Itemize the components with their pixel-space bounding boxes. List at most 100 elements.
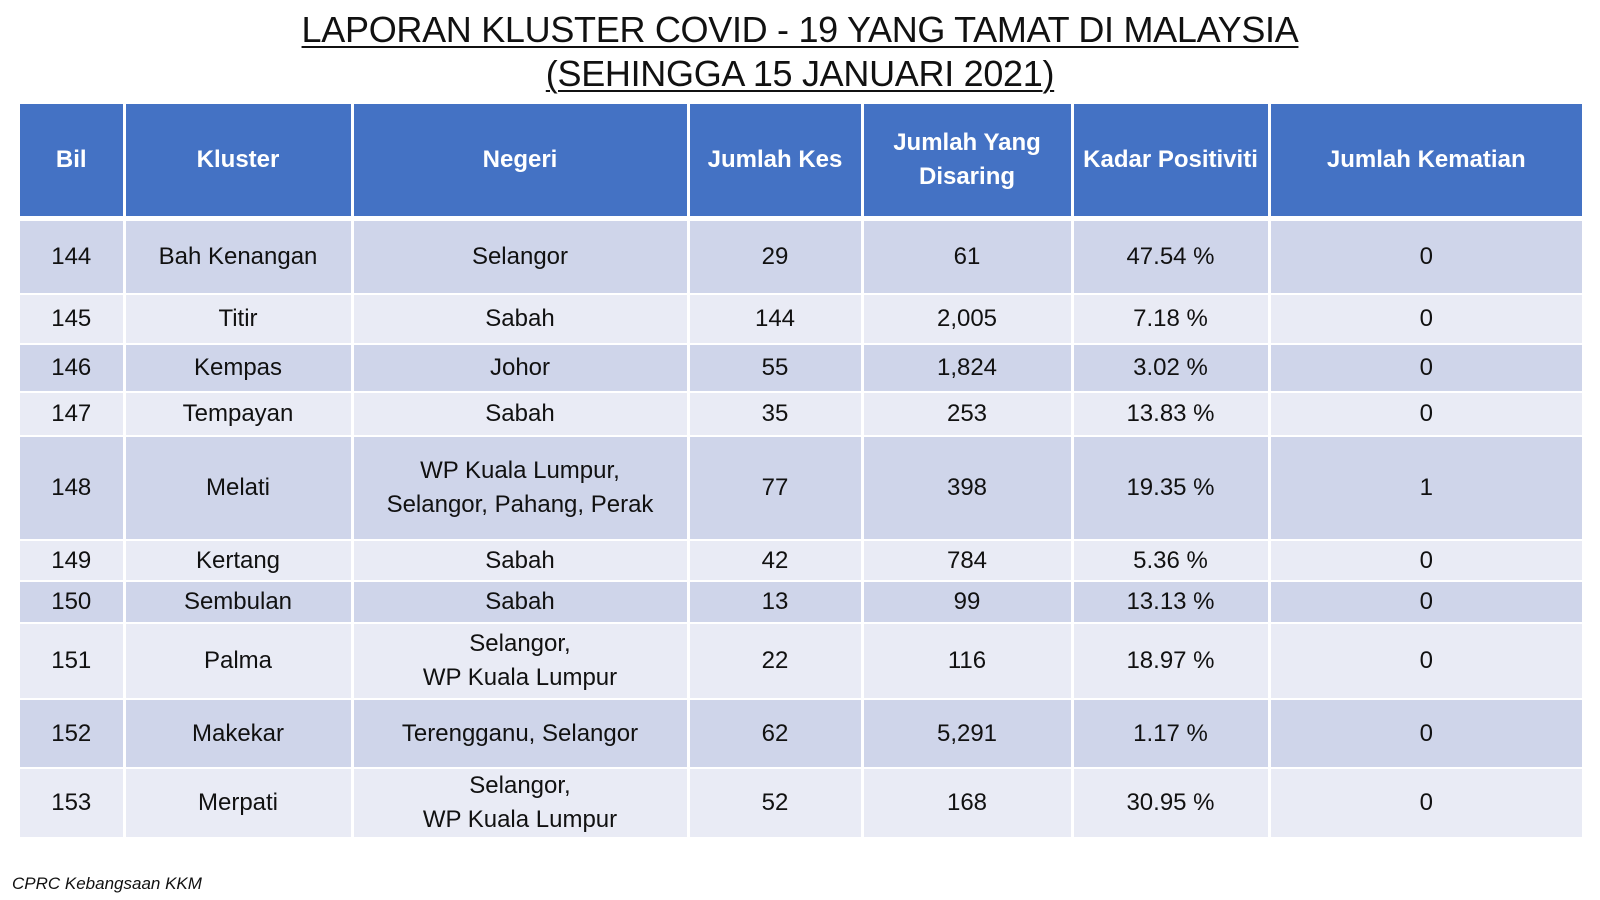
cell-negeri: Sabah	[350, 391, 690, 437]
cell-kluster: Palma	[122, 622, 354, 700]
negeri-line-1: Sabah	[485, 546, 555, 574]
cell-jumlah-kes: 77	[686, 435, 864, 541]
cell-jumlah-disaring: 253	[860, 391, 1074, 437]
table-row: 145 Titir Sabah 144 2,005 7.18 % 0	[20, 293, 1582, 345]
cell-kluster: Sembulan	[122, 580, 354, 624]
table-row: 144 Bah Kenangan Selangor 29 61 47.54 % 0	[20, 217, 1582, 295]
negeri-line-2: WP Kuala Lumpur	[422, 806, 618, 833]
title-line-2: (SEHINGGA 15 JANUARI 2021)	[545, 53, 1055, 94]
negeri-line-2: Selangor, Pahang, Perak	[386, 491, 654, 518]
header-jumlah-kematian: Jumlah Kematian	[1267, 104, 1582, 221]
cell-jumlah-disaring: 2,005	[860, 293, 1074, 345]
negeri-line-1: Johor	[489, 354, 551, 381]
table-row: 148 Melati WP Kuala Lumpur, Selangor, Pahan…	[20, 435, 1582, 541]
cell-kluster: Merpati	[122, 767, 354, 839]
negeri-line-1: Sabah	[485, 305, 555, 332]
table-row: 150 Sembulan Sabah 13 99 13.13 % 0	[20, 580, 1582, 624]
cell-jumlah-disaring: 1,824	[860, 343, 1074, 393]
source-footnote: CPRC Kebangsaan KKM	[12, 874, 202, 893]
cell-jumlah-kematian: 0	[1267, 391, 1582, 437]
cell-kadar-positiviti: 7.18 %	[1070, 293, 1271, 345]
cell-negeri: Sabah	[350, 539, 690, 582]
cell-jumlah-kes: 42	[686, 539, 864, 582]
cell-kluster: Bah Kenangan	[122, 217, 354, 295]
cell-kluster: Melati	[122, 435, 354, 541]
cell-jumlah-kes: 22	[686, 622, 864, 700]
table-row: 149 Kertang Sabah 42 784 5.36 % 0	[20, 539, 1582, 582]
cell-bil: 144	[20, 217, 126, 295]
cell-kluster: Makekar	[122, 698, 354, 769]
cell-kadar-positiviti: 13.13 %	[1070, 580, 1271, 624]
cell-jumlah-disaring: 784	[860, 539, 1074, 582]
cell-kadar-positiviti: 3.02 %	[1070, 343, 1271, 393]
cell-bil: 146	[20, 343, 126, 393]
cell-bil: 153	[20, 767, 126, 839]
cell-kluster: Kertang	[122, 539, 354, 582]
cell-bil: 151	[20, 622, 126, 700]
header-negeri: Negeri	[350, 104, 690, 221]
cell-negeri: Selangor	[350, 217, 690, 295]
cell-bil: 145	[20, 293, 126, 345]
report-title: LAPORAN KLUSTER COVID - 19 YANG TAMAT DI…	[0, 8, 1600, 96]
negeri-line-2: WP Kuala Lumpur	[422, 664, 618, 691]
cell-jumlah-disaring: 61	[860, 217, 1074, 295]
title-line-1: LAPORAN KLUSTER COVID - 19 YANG TAMAT DI…	[301, 9, 1299, 50]
cell-jumlah-kematian: 1	[1267, 435, 1582, 541]
cell-bil: 147	[20, 391, 126, 437]
cell-kluster: Tempayan	[122, 391, 354, 437]
cell-negeri: Sabah	[350, 293, 690, 345]
cell-jumlah-kes: 52	[686, 767, 864, 839]
cell-jumlah-kes: 13	[686, 580, 864, 624]
cell-kluster: Titir	[122, 293, 354, 345]
header-jumlah-disaring: Jumlah Yang Disaring	[860, 104, 1074, 221]
negeri-line-1: Selangor,	[469, 772, 571, 799]
cell-negeri: Johor	[350, 343, 690, 393]
cell-negeri: Terengganu, Selangor	[350, 698, 690, 769]
table-row: 152 Makekar Terengganu, Selangor 62 5,291 1.1…	[20, 698, 1582, 769]
cell-jumlah-disaring: 116	[860, 622, 1074, 700]
cell-bil: 152	[20, 698, 126, 769]
table-row: 153 Merpati Selangor, WP Kuala Lumpur 52 168 3…	[20, 767, 1582, 839]
cell-jumlah-kematian: 0	[1267, 698, 1582, 769]
cell-jumlah-kes: 35	[686, 391, 864, 437]
table-header-row: Bil Kluster Negeri Jumlah Kes Jumlah Yan…	[20, 104, 1582, 221]
negeri-line-1: Selangor,	[469, 630, 571, 657]
negeri-line-1: Terengganu, Selangor	[401, 719, 639, 747]
header-bil: Bil	[20, 104, 126, 221]
cell-bil: 149	[20, 539, 126, 582]
header-kadar-positiviti: Kadar Positiviti	[1070, 104, 1271, 221]
cell-jumlah-kes: 144	[686, 293, 864, 345]
cell-bil: 148	[20, 435, 126, 541]
table-row: 151 Palma Selangor, WP Kuala Lumpur 22 116 18.…	[20, 622, 1582, 700]
cell-jumlah-kematian: 0	[1267, 622, 1582, 700]
cell-jumlah-kematian: 0	[1267, 580, 1582, 624]
table-row: 146 Kempas Johor 55 1,824 3.02 % 0	[20, 343, 1582, 393]
cell-jumlah-kes: 29	[686, 217, 864, 295]
negeri-line-1: Sabah	[485, 400, 555, 427]
cell-jumlah-kes: 62	[686, 698, 864, 769]
cell-jumlah-kematian: 0	[1267, 343, 1582, 393]
cell-kadar-positiviti: 47.54 %	[1070, 217, 1271, 295]
cell-jumlah-kematian: 0	[1267, 539, 1582, 582]
cell-negeri: WP Kuala Lumpur, Selangor, Pahang, Perak	[350, 435, 690, 541]
cell-jumlah-disaring: 5,291	[860, 698, 1074, 769]
cell-negeri: Sabah	[350, 580, 690, 624]
cell-jumlah-disaring: 99	[860, 580, 1074, 624]
cell-negeri: Selangor, WP Kuala Lumpur	[350, 767, 690, 839]
cell-jumlah-kematian: 0	[1267, 217, 1582, 295]
cell-jumlah-kematian: 0	[1267, 767, 1582, 839]
cluster-table: Bil Kluster Negeri Jumlah Kes Jumlah Yan…	[20, 104, 1582, 839]
negeri-line-1: Selangor	[471, 242, 569, 270]
header-jumlah-kes: Jumlah Kes	[686, 104, 864, 221]
cell-kadar-positiviti: 30.95 %	[1070, 767, 1271, 839]
cell-jumlah-kes: 55	[686, 343, 864, 393]
cell-jumlah-kematian: 0	[1267, 293, 1582, 345]
cell-kadar-positiviti: 19.35 %	[1070, 435, 1271, 541]
negeri-line-1: WP Kuala Lumpur,	[420, 457, 620, 484]
cell-bil: 150	[20, 580, 126, 624]
header-jumlah-disaring-line2: Disaring	[918, 162, 1016, 190]
cell-jumlah-disaring: 398	[860, 435, 1074, 541]
cell-kadar-positiviti: 13.83 %	[1070, 391, 1271, 437]
cell-kluster: Kempas	[122, 343, 354, 393]
cell-kadar-positiviti: 1.17 %	[1070, 698, 1271, 769]
